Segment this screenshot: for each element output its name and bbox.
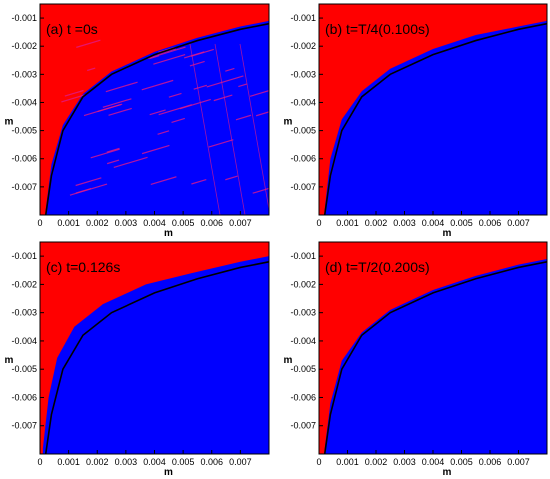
x-tick-label: 0	[316, 457, 321, 467]
y-tick-label: -0.006	[11, 154, 37, 164]
x-tick-label: 0.001	[336, 218, 359, 228]
y-tick-label: -0.004	[11, 97, 37, 107]
y-tick-label: -0.007	[290, 421, 316, 431]
y-tick-label: -0.001	[11, 13, 37, 23]
lower-region	[42, 256, 269, 454]
y-tick-label: -0.002	[11, 279, 37, 289]
y-tick-label: -0.002	[11, 41, 37, 51]
x-tick-label: 0.006	[200, 218, 223, 228]
y-tick-label: -0.005	[290, 364, 316, 374]
y-tick-label: -0.006	[290, 154, 316, 164]
x-tick-label: 0	[37, 218, 42, 228]
lower-region	[324, 258, 547, 454]
x-tick-label: 0.004	[422, 218, 445, 228]
lower-region	[45, 20, 269, 215]
y-tick-label: -0.006	[11, 392, 37, 402]
x-tick-label: 0.003	[393, 218, 416, 228]
y-axis-label: m	[5, 116, 14, 127]
interface-curve	[323, 22, 547, 215]
y-tick-label: -0.001	[290, 13, 316, 23]
y-tick-label: -0.003	[11, 69, 37, 79]
x-tick-label: 0.007	[507, 457, 530, 467]
y-axis-label: m	[284, 355, 293, 366]
lower-region	[324, 20, 547, 215]
interface-curve	[44, 22, 269, 215]
x-axis-label: m	[164, 467, 173, 478]
x-tick-label: 0.001	[57, 457, 80, 467]
y-tick-label: -0.004	[290, 97, 316, 107]
x-axis-label: m	[443, 467, 452, 478]
x-tick-label: 0.002	[365, 457, 388, 467]
y-tick-label: -0.003	[11, 308, 37, 318]
x-tick-label: 0.005	[450, 457, 473, 467]
x-tick-label: 0.003	[115, 218, 138, 228]
x-tick-label: 0.006	[479, 457, 502, 467]
x-tick-label: 0	[316, 218, 321, 228]
panel-label: (b) t=T/4(0.100s)	[325, 21, 430, 37]
x-tick-label: 0.006	[479, 218, 502, 228]
y-tick-label: -0.005	[11, 126, 37, 136]
x-tick-label: 0.002	[86, 218, 109, 228]
noise-streaks	[61, 39, 269, 215]
panel-b: 0 0.001 0.002 0.003 0.004 0.005 0.006 0.007 -0.0…	[284, 3, 548, 239]
y-tick-label: -0.006	[290, 392, 316, 402]
x-tick-label: 0.007	[229, 218, 252, 228]
y-tick-label: -0.002	[290, 41, 316, 51]
y-tick-label: -0.007	[11, 182, 37, 192]
x-tick-label: 0.005	[450, 218, 473, 228]
x-tick-label: 0.001	[336, 457, 359, 467]
panel-c: 0 0.001 0.002 0.003 0.004 0.005 0.006 0.007 -0.0…	[5, 241, 270, 478]
y-tick-label: -0.007	[290, 182, 316, 192]
x-tick-label: 0.002	[365, 218, 388, 228]
y-tick-label: -0.004	[11, 336, 37, 346]
panel-label: (c) t=0.126s	[46, 259, 120, 275]
x-tick-label: 0.007	[229, 457, 252, 467]
y-tick-label: -0.001	[290, 251, 316, 261]
x-tick-label: 0.006	[200, 457, 223, 467]
x-tick-label: 0.002	[86, 457, 109, 467]
panel-label: (d) t=T/2(0.200s)	[325, 259, 430, 275]
y-tick-label: -0.003	[290, 308, 316, 318]
y-tick-label: -0.001	[11, 251, 37, 261]
x-tick-label: 0	[37, 457, 42, 467]
interface-curve	[44, 261, 269, 454]
x-axis-label: m	[443, 228, 452, 239]
y-tick-label: -0.005	[290, 126, 316, 136]
y-axis-label: m	[5, 355, 14, 366]
y-axis-label: m	[284, 116, 293, 127]
x-tick-label: 0.005	[172, 218, 195, 228]
y-tick-label: -0.002	[290, 279, 316, 289]
x-tick-label: 0.004	[143, 457, 166, 467]
x-tick-label: 0.004	[422, 457, 445, 467]
x-tick-label: 0.005	[172, 457, 195, 467]
y-tick-label: -0.005	[11, 364, 37, 374]
x-tick-label: 0.003	[393, 457, 416, 467]
x-tick-label: 0.007	[507, 218, 530, 228]
x-tick-label: 0.001	[57, 218, 80, 228]
x-tick-label: 0.003	[115, 457, 138, 467]
y-tick-label: -0.007	[11, 421, 37, 431]
y-tick-label: -0.003	[290, 69, 316, 79]
interface-curve	[323, 261, 547, 454]
panel-d: 0 0.001 0.002 0.003 0.004 0.005 0.006 0.007 -0.0…	[284, 241, 548, 478]
x-axis-label: m	[164, 228, 173, 239]
x-tick-label: 0.004	[143, 218, 166, 228]
y-tick-label: -0.004	[290, 336, 316, 346]
panel-a: 0 0.001 0.002 0.003 0.004 0.005 0.006 0.007 -0.0…	[5, 3, 270, 239]
panel-label: (a) t =0s	[46, 21, 98, 37]
